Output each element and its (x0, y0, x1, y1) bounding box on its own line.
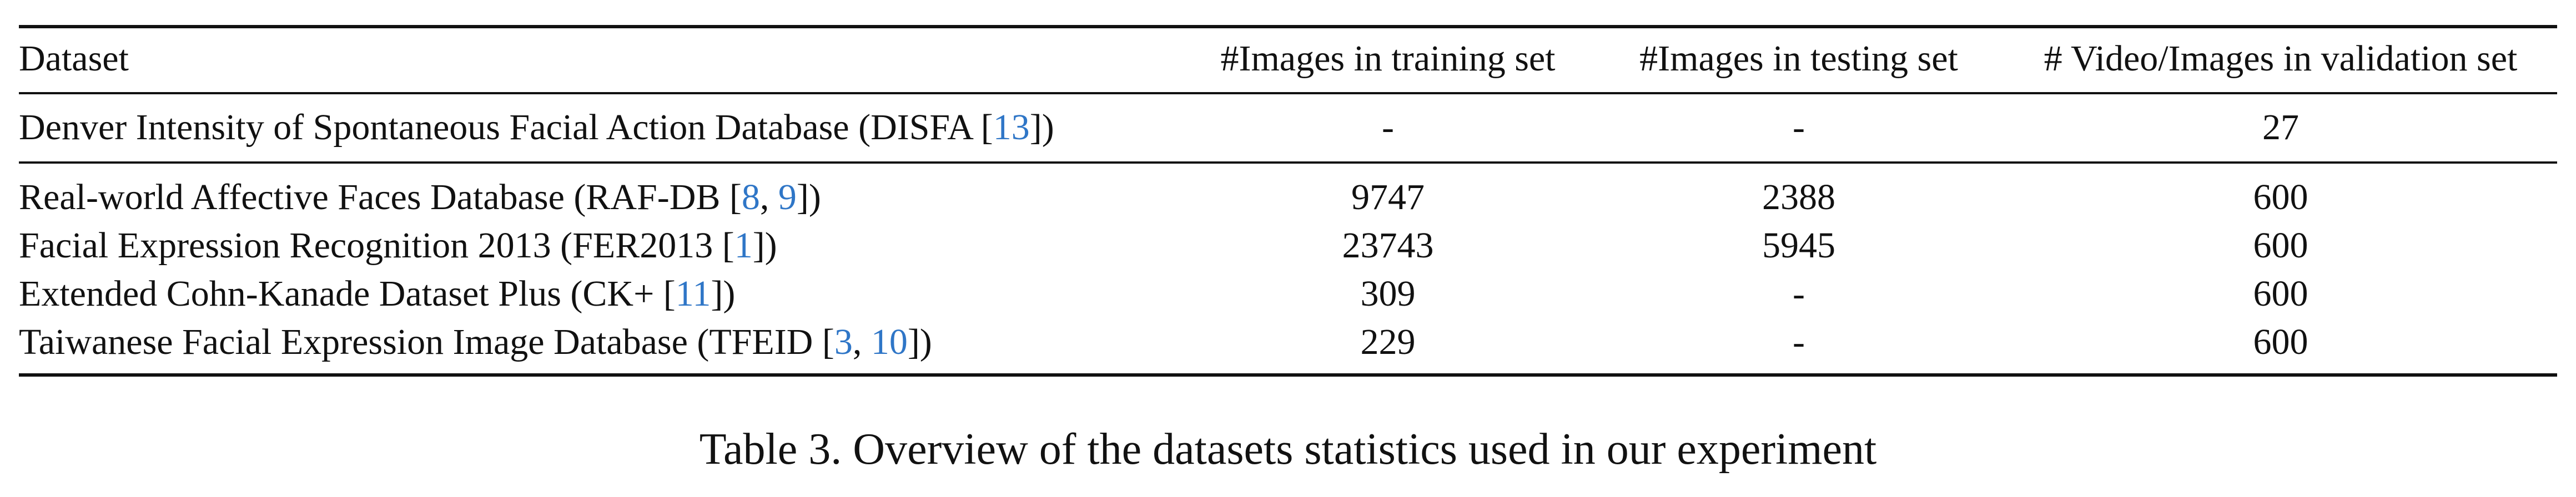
header-dataset: Dataset (19, 38, 129, 79)
citation-link[interactable]: 1 (734, 225, 753, 266)
citation-link[interactable]: 3 (834, 322, 853, 362)
train-count-tfeid: 229 (1360, 322, 1416, 362)
dataset-name-fer2013: Facial Expression Recognition 2013 (FER2… (19, 224, 777, 268)
citation-separator: , (852, 322, 871, 362)
table-top-rule (19, 25, 2557, 28)
header-testing-set: #Images in testing set (1639, 38, 1958, 79)
header-rule (19, 92, 2557, 94)
dataset-name-text: ]) (752, 225, 777, 266)
dataset-name-text: ]) (907, 322, 932, 362)
val-count-tfeid: 600 (2253, 322, 2308, 362)
dataset-name-raf-db: Real-world Affective Faces Database (RAF… (19, 175, 821, 220)
val-count-fer2013: 600 (2253, 225, 2308, 266)
citation-separator: , (759, 177, 778, 217)
citation-link[interactable]: 9 (778, 177, 797, 217)
test-count-ck-plus: - (1793, 273, 1805, 314)
val-count-disfa: 27 (2262, 107, 2299, 148)
dataset-name-text: ]) (711, 273, 736, 314)
dataset-name-text: Real-world Affective Faces Database (RAF… (19, 177, 742, 217)
dataset-name-text: Taiwanese Facial Expression Image Databa… (19, 322, 834, 362)
val-count-raf-db: 600 (2253, 177, 2308, 217)
test-count-tfeid: - (1793, 322, 1805, 362)
train-count-raf-db: 9747 (1351, 177, 1425, 217)
section-rule (19, 161, 2557, 164)
citation-link[interactable]: 8 (741, 177, 760, 217)
train-count-fer2013: 23743 (1342, 225, 1434, 266)
train-count-ck-plus: 309 (1360, 273, 1416, 314)
header-validation-set: # Video/Images in validation set (2044, 38, 2518, 79)
table-caption: Table 3. Overview of the datasets statis… (699, 425, 1877, 474)
header-training-set: #Images in training set (1220, 38, 1556, 79)
dataset-name-text: Extended Cohn-Kanade Dataset Plus (CK+ [ (19, 273, 676, 314)
dataset-name-ck-plus: Extended Cohn-Kanade Dataset Plus (CK+ [… (19, 272, 735, 316)
dataset-name-text: ]) (1029, 107, 1054, 148)
citation-link[interactable]: 13 (993, 107, 1030, 148)
citation-link[interactable]: 10 (871, 322, 908, 362)
test-count-disfa: - (1793, 107, 1805, 148)
dataset-name-disfa: Denver Intensity of Spontaneous Facial A… (19, 105, 1054, 150)
table-bottom-rule (19, 373, 2557, 377)
dataset-name-text: Facial Expression Recognition 2013 (FER2… (19, 225, 734, 266)
test-count-raf-db: 2388 (1762, 177, 1835, 217)
dataset-name-text: Denver Intensity of Spontaneous Facial A… (19, 107, 993, 148)
train-count-disfa: - (1382, 107, 1394, 148)
dataset-name-tfeid: Taiwanese Facial Expression Image Databa… (19, 320, 932, 364)
citation-link[interactable]: 11 (675, 273, 711, 314)
test-count-fer2013: 5945 (1762, 225, 1835, 266)
val-count-ck-plus: 600 (2253, 273, 2308, 314)
dataset-name-text: ]) (796, 177, 821, 217)
